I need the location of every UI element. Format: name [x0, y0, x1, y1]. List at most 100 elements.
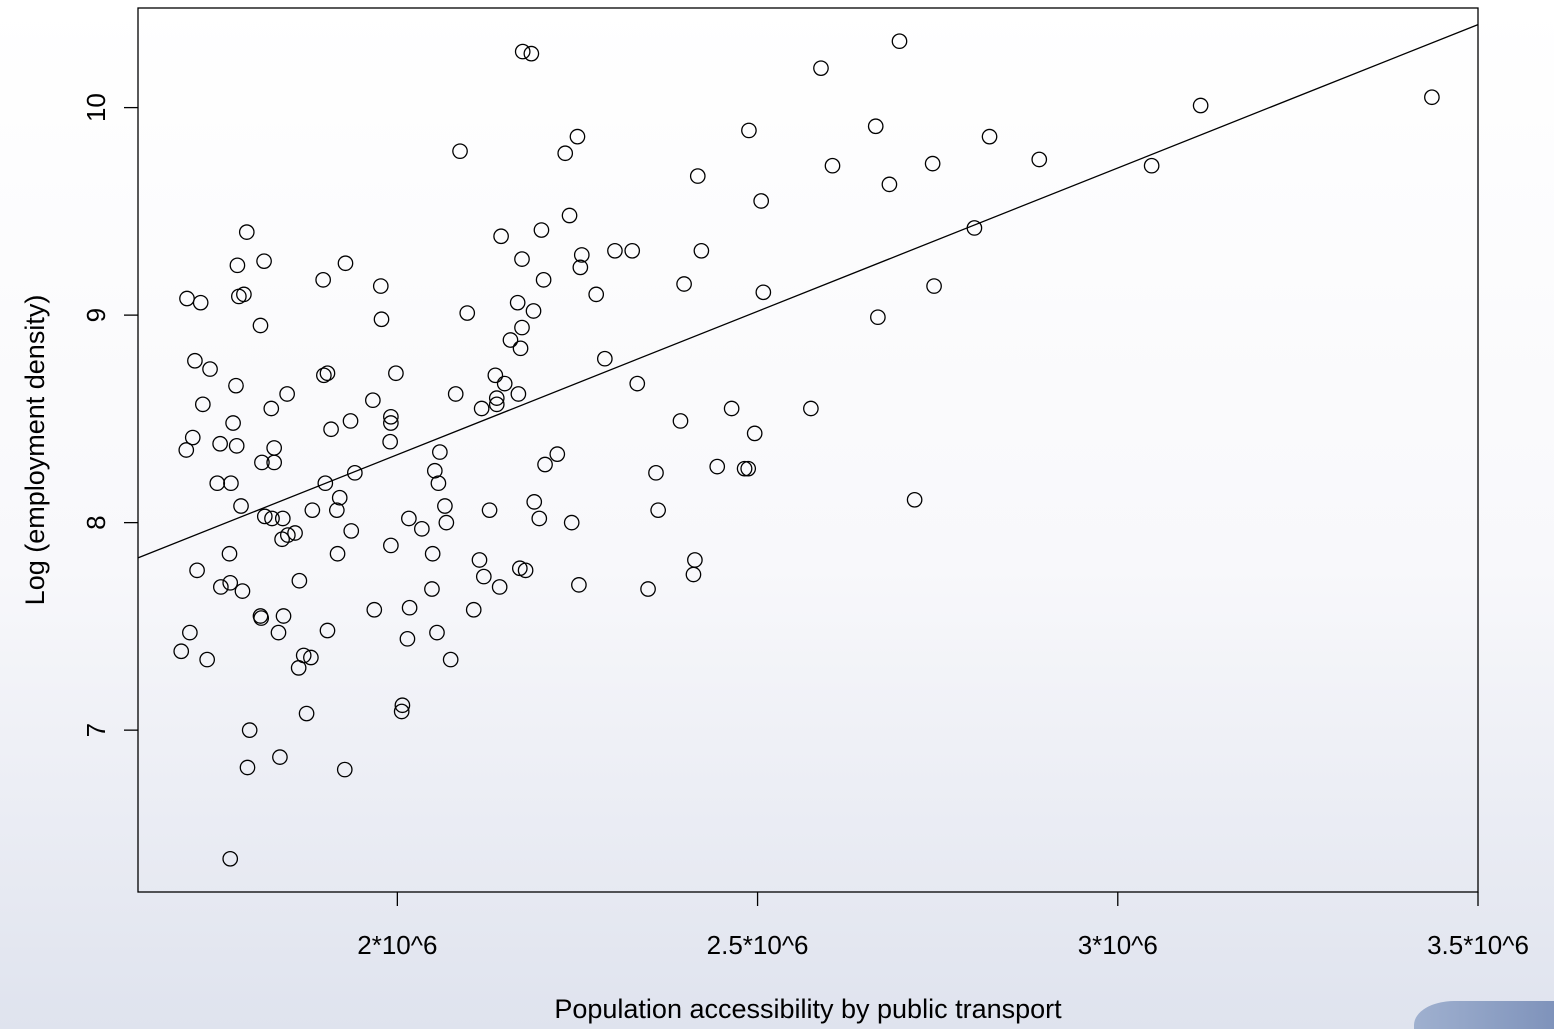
data-point — [239, 759, 256, 776]
data-point — [430, 475, 447, 492]
y-tick-label: 9 — [81, 308, 111, 322]
data-point — [429, 624, 445, 641]
data-point — [212, 435, 228, 452]
data-point — [342, 413, 359, 429]
data-point — [366, 601, 383, 618]
data-point — [272, 749, 288, 765]
y-axis-label: Log (employment density) — [20, 295, 50, 606]
data-point — [509, 294, 526, 311]
data-point — [473, 400, 490, 417]
data-point — [481, 502, 498, 519]
data-point — [228, 437, 245, 454]
data-point — [487, 367, 504, 384]
data-point — [291, 572, 308, 589]
data-point — [399, 630, 416, 647]
data-point — [346, 464, 363, 481]
data-point — [189, 562, 205, 579]
data-point — [465, 601, 482, 618]
data-point — [588, 286, 605, 303]
data-point — [648, 464, 664, 481]
data-point — [459, 305, 476, 321]
data-point — [424, 545, 441, 562]
data-point — [514, 43, 531, 60]
data-point — [401, 510, 417, 527]
data-point — [510, 386, 527, 402]
data-point — [447, 386, 464, 402]
x-tick-label: 2.5*10^6 — [707, 930, 809, 960]
data-point — [471, 552, 488, 568]
data-point — [212, 579, 229, 595]
data-point — [557, 145, 574, 162]
data-point — [383, 537, 399, 554]
data-point — [517, 562, 534, 579]
data-point — [256, 253, 272, 270]
data-point — [274, 510, 291, 527]
data-point — [596, 350, 613, 367]
data-point — [1192, 97, 1209, 114]
data-point — [488, 396, 505, 413]
data-point — [253, 610, 270, 626]
x-axis: 2*10^6 2.5*10^6 3*10^6 3.5*10^6 — [357, 892, 1529, 960]
data-point — [274, 531, 290, 548]
data-point — [234, 583, 251, 599]
data-point — [535, 271, 552, 288]
data-point — [319, 622, 336, 639]
data-point — [1424, 89, 1440, 106]
data-point — [331, 489, 348, 506]
data-point — [870, 309, 886, 326]
data-point — [514, 251, 530, 267]
data-point — [316, 367, 332, 384]
data-point — [523, 45, 540, 62]
data-point — [179, 290, 195, 307]
data-point — [676, 276, 692, 292]
data-point — [741, 122, 757, 139]
data-point — [228, 377, 244, 394]
data-point — [452, 143, 468, 160]
data-point — [685, 566, 702, 583]
data-point — [319, 365, 336, 382]
data-point — [372, 278, 389, 294]
data-point — [867, 118, 884, 135]
data-point — [569, 128, 586, 145]
data-point — [640, 581, 656, 597]
data-point — [1031, 151, 1048, 168]
data-point — [689, 168, 706, 184]
data-point — [238, 224, 255, 240]
data-point — [740, 460, 757, 477]
data-point — [209, 475, 226, 492]
data-point — [533, 222, 550, 238]
data-point — [413, 521, 430, 537]
data-point — [525, 303, 542, 319]
data-point — [426, 462, 443, 479]
data-point — [442, 651, 459, 668]
data-point — [924, 155, 941, 172]
data-point — [373, 311, 390, 328]
data-point — [607, 242, 623, 259]
data-point — [298, 705, 315, 722]
data-point — [178, 442, 195, 458]
data-point — [891, 33, 908, 50]
data-point — [303, 649, 319, 666]
data-point — [624, 242, 641, 259]
data-point — [192, 294, 209, 311]
data-point — [295, 647, 312, 664]
data-point — [173, 643, 190, 660]
data-point — [393, 703, 410, 720]
data-point — [693, 242, 710, 259]
x-tick-label: 3.5*10^6 — [1427, 930, 1529, 960]
data-point — [225, 415, 241, 431]
data-point — [438, 514, 455, 531]
data-point — [437, 498, 453, 514]
data-point — [236, 286, 252, 303]
data-point — [496, 375, 513, 392]
data-point — [199, 651, 216, 668]
data-point — [337, 255, 354, 272]
data-point — [222, 850, 239, 867]
data-point — [981, 128, 998, 145]
data-point — [336, 761, 353, 778]
data-point — [401, 599, 418, 616]
x-axis-label: Population accessibility by public trans… — [554, 994, 1062, 1024]
data-point — [1143, 157, 1160, 174]
data-point — [266, 454, 283, 471]
